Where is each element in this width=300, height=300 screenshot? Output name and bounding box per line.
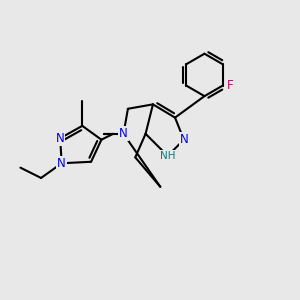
Text: NH: NH (160, 151, 176, 161)
Text: N: N (119, 127, 128, 140)
Text: F: F (227, 79, 233, 92)
Text: N: N (57, 157, 66, 170)
Text: N: N (179, 133, 188, 146)
Text: N: N (56, 132, 64, 145)
